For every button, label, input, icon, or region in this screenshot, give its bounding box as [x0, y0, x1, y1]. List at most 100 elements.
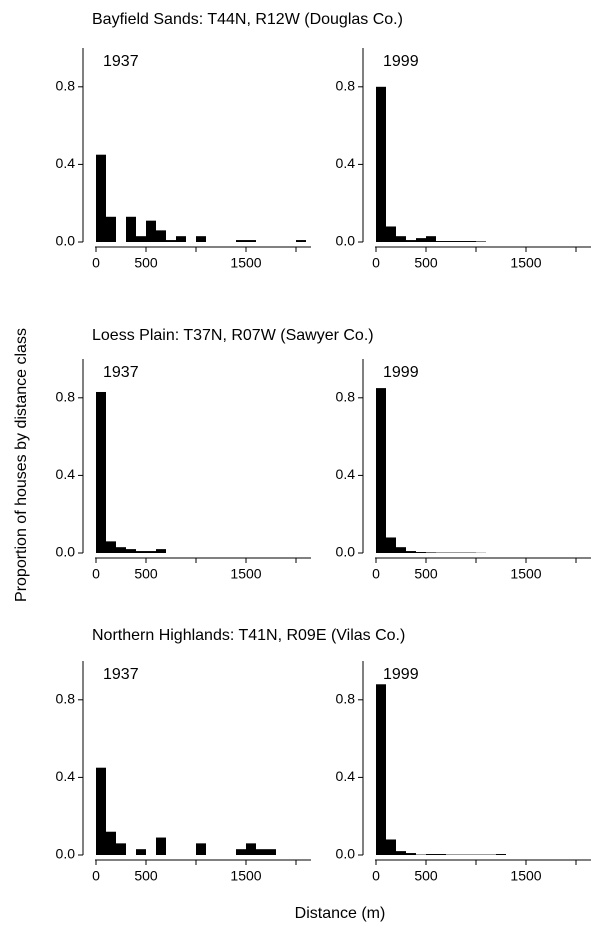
bar — [96, 154, 106, 242]
bar — [436, 854, 446, 855]
bar — [436, 241, 446, 242]
bar — [106, 831, 116, 855]
bar — [236, 849, 246, 855]
y-tick-label: 0.4 — [336, 466, 356, 482]
bar — [136, 849, 146, 855]
bar — [246, 240, 256, 242]
x-tick-label: 0 — [372, 868, 380, 884]
y-tick-label: 0.4 — [56, 768, 76, 784]
bar — [406, 551, 416, 553]
x-tick-label: 1500 — [510, 868, 541, 884]
bar — [386, 226, 396, 242]
panel-title: 1937 — [103, 364, 139, 381]
x-tick-label: 500 — [414, 566, 438, 582]
bar — [136, 551, 146, 553]
bar — [406, 853, 416, 855]
bar — [146, 551, 156, 553]
bar — [396, 851, 406, 855]
bar — [236, 240, 246, 242]
x-tick-label: 1500 — [230, 868, 261, 884]
bar — [146, 220, 156, 242]
bar — [96, 767, 106, 855]
bar — [466, 241, 476, 242]
bar — [126, 216, 136, 242]
panel-title: 1999 — [383, 53, 419, 70]
bar — [246, 843, 256, 855]
panel-title: 1999 — [383, 666, 419, 683]
bar — [476, 241, 486, 242]
x-tick-label: 1500 — [230, 566, 261, 582]
y-tick-label: 0.8 — [336, 691, 356, 707]
x-axis-label: Distance (m) — [295, 905, 386, 922]
bar — [376, 388, 386, 553]
panel-title: 1937 — [103, 666, 139, 683]
bar — [126, 549, 136, 553]
bar — [296, 240, 306, 242]
bar — [196, 236, 206, 242]
x-tick-label: 500 — [134, 566, 158, 582]
bar — [156, 549, 166, 553]
bar — [446, 241, 456, 242]
y-tick-label: 0.0 — [56, 846, 76, 862]
bar — [406, 240, 416, 242]
bar — [416, 552, 426, 553]
x-tick-label: 1500 — [230, 255, 261, 271]
bar — [106, 216, 116, 242]
bar — [256, 849, 266, 855]
x-tick-label: 1500 — [510, 255, 541, 271]
bar — [96, 391, 106, 553]
y-tick-label: 0.0 — [336, 233, 356, 249]
y-tick-label: 0.4 — [336, 768, 356, 784]
bar — [156, 837, 166, 855]
bar — [106, 541, 116, 553]
x-tick-label: 0 — [92, 255, 100, 271]
bar — [196, 843, 206, 855]
row-title: Loess Plain: T37N, R07W (Sawyer Co.) — [92, 327, 374, 344]
bar — [266, 849, 276, 855]
bar — [176, 236, 186, 242]
y-tick-label: 0.8 — [336, 78, 356, 94]
bar — [116, 843, 126, 855]
y-tick-label: 0.0 — [56, 544, 76, 560]
x-tick-label: 0 — [92, 868, 100, 884]
bar — [416, 238, 426, 242]
bar — [376, 86, 386, 242]
bar — [386, 839, 396, 855]
bar — [116, 547, 126, 553]
bar — [396, 236, 406, 242]
panel-title: 1999 — [383, 364, 419, 381]
bar — [426, 552, 436, 553]
x-tick-label: 500 — [134, 868, 158, 884]
y-tick-label: 0.4 — [56, 155, 76, 171]
bar — [136, 236, 146, 242]
row-title: Bayfield Sands: T44N, R12W (Douglas Co.) — [92, 11, 403, 28]
panel-title: 1937 — [103, 53, 139, 70]
x-tick-label: 500 — [414, 255, 438, 271]
bar — [496, 854, 506, 855]
y-tick-label: 0.4 — [336, 155, 356, 171]
y-tick-label: 0.0 — [336, 846, 356, 862]
x-tick-label: 1500 — [510, 566, 541, 582]
x-tick-label: 0 — [372, 255, 380, 271]
x-tick-label: 0 — [92, 566, 100, 582]
y-tick-label: 0.8 — [56, 389, 76, 405]
bar — [376, 684, 386, 855]
bar — [456, 241, 466, 242]
bar — [386, 537, 396, 553]
y-tick-label: 0.8 — [56, 78, 76, 94]
y-axis-label: Proportion of houses by distance class — [13, 328, 30, 602]
y-tick-label: 0.0 — [56, 233, 76, 249]
bar — [396, 547, 406, 553]
bar — [426, 236, 436, 242]
bar — [426, 854, 436, 855]
bar — [156, 230, 166, 242]
y-tick-label: 0.8 — [336, 389, 356, 405]
y-tick-label: 0.0 — [336, 544, 356, 560]
x-tick-label: 0 — [372, 566, 380, 582]
y-tick-label: 0.4 — [56, 466, 76, 482]
y-tick-label: 0.8 — [56, 691, 76, 707]
bar — [166, 240, 176, 242]
x-tick-label: 500 — [414, 868, 438, 884]
x-tick-label: 500 — [134, 255, 158, 271]
